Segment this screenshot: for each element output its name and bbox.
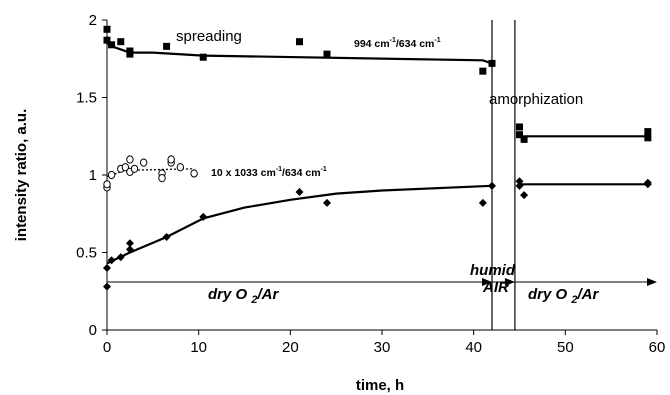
x-tick-label: 20 (282, 339, 299, 356)
point-diamond (520, 191, 529, 200)
point-square (103, 36, 111, 44)
point-square (488, 59, 496, 67)
phase-boundaries (491, 20, 516, 330)
point-square (163, 42, 171, 50)
data-points (103, 25, 652, 291)
point-diamond (199, 212, 208, 221)
point-diamond (125, 245, 134, 254)
y-axis-title: intensity ratio, a.u. (13, 109, 30, 242)
ticks: 0 10 20 30 40 50 60 0 0.5 1 1.5 2 (76, 12, 665, 356)
arrow-head (482, 277, 492, 286)
annotation-amorphization: amorphization (489, 91, 583, 108)
annotation-ratio-1033: 10 x 1033 cm-1/634 cm-1 (211, 166, 327, 179)
annotation-dry-left: dry O 2/Ar (208, 286, 279, 306)
annotation-spreading: spreading (176, 28, 242, 45)
axes (106, 20, 657, 331)
point-diamond (515, 181, 524, 190)
y-tick-label: 2 (89, 12, 97, 29)
time-arrows (107, 277, 657, 286)
point-diamond (103, 264, 111, 272)
fit-line (106, 184, 493, 265)
point-diamond (643, 180, 652, 189)
annotation-air: AIR (482, 279, 509, 296)
point-square (516, 131, 523, 139)
fit-lines (106, 42, 648, 265)
x-tick-label: 10 (190, 339, 207, 356)
annotation-dry-right: dry O 2/Ar (528, 286, 599, 306)
annotation-ratio-994: 994 cm-1/634 cm-1 (354, 37, 441, 50)
point-square (520, 135, 528, 143)
point-diamond (488, 181, 496, 190)
point-diamond (107, 256, 116, 265)
arrow-head (504, 277, 515, 286)
point-circle-open (126, 155, 134, 164)
point-diamond (478, 198, 487, 207)
point-diamond (103, 282, 111, 291)
point-square (117, 38, 125, 46)
point-diamond (323, 198, 331, 207)
point-circle-open (121, 163, 130, 172)
y-tick-label: 1.5 (76, 90, 97, 107)
point-diamond (295, 188, 304, 197)
point-square (296, 38, 303, 46)
annotation-humid: humid (470, 262, 516, 279)
point-diamond (116, 253, 125, 262)
x-tick-label: 50 (557, 339, 574, 356)
point-diamond (125, 239, 134, 248)
y-tick-label: 0.5 (76, 245, 97, 262)
point-circle-open (176, 163, 185, 172)
y-tick-label: 0 (89, 322, 97, 339)
point-square (644, 128, 652, 136)
point-circle-open (107, 170, 116, 180)
point-square (479, 67, 487, 75)
point-square (126, 50, 134, 58)
x-tick-label: 60 (649, 339, 666, 356)
point-square (644, 134, 652, 142)
point-square (103, 25, 111, 33)
y-tick-label: 1 (89, 167, 97, 184)
point-square (199, 53, 207, 61)
point-circle-open (190, 169, 198, 178)
point-circle-open (103, 180, 111, 189)
point-square (108, 41, 116, 49)
x-tick-label: 40 (465, 339, 482, 356)
point-circle-open (130, 164, 139, 173)
arrow-head (647, 277, 657, 286)
x-tick-label: 0 (103, 339, 111, 356)
point-circle-open (139, 158, 148, 167)
x-axis-title: time, h (356, 377, 404, 394)
point-square (516, 123, 523, 131)
point-circle-open (167, 155, 175, 164)
point-diamond (162, 233, 171, 241)
fit-line-dotted (106, 168, 195, 178)
x-tick-label: 30 (374, 339, 391, 356)
point-square (323, 50, 331, 58)
point-diamond (515, 177, 524, 186)
point-circle-open (158, 174, 166, 183)
